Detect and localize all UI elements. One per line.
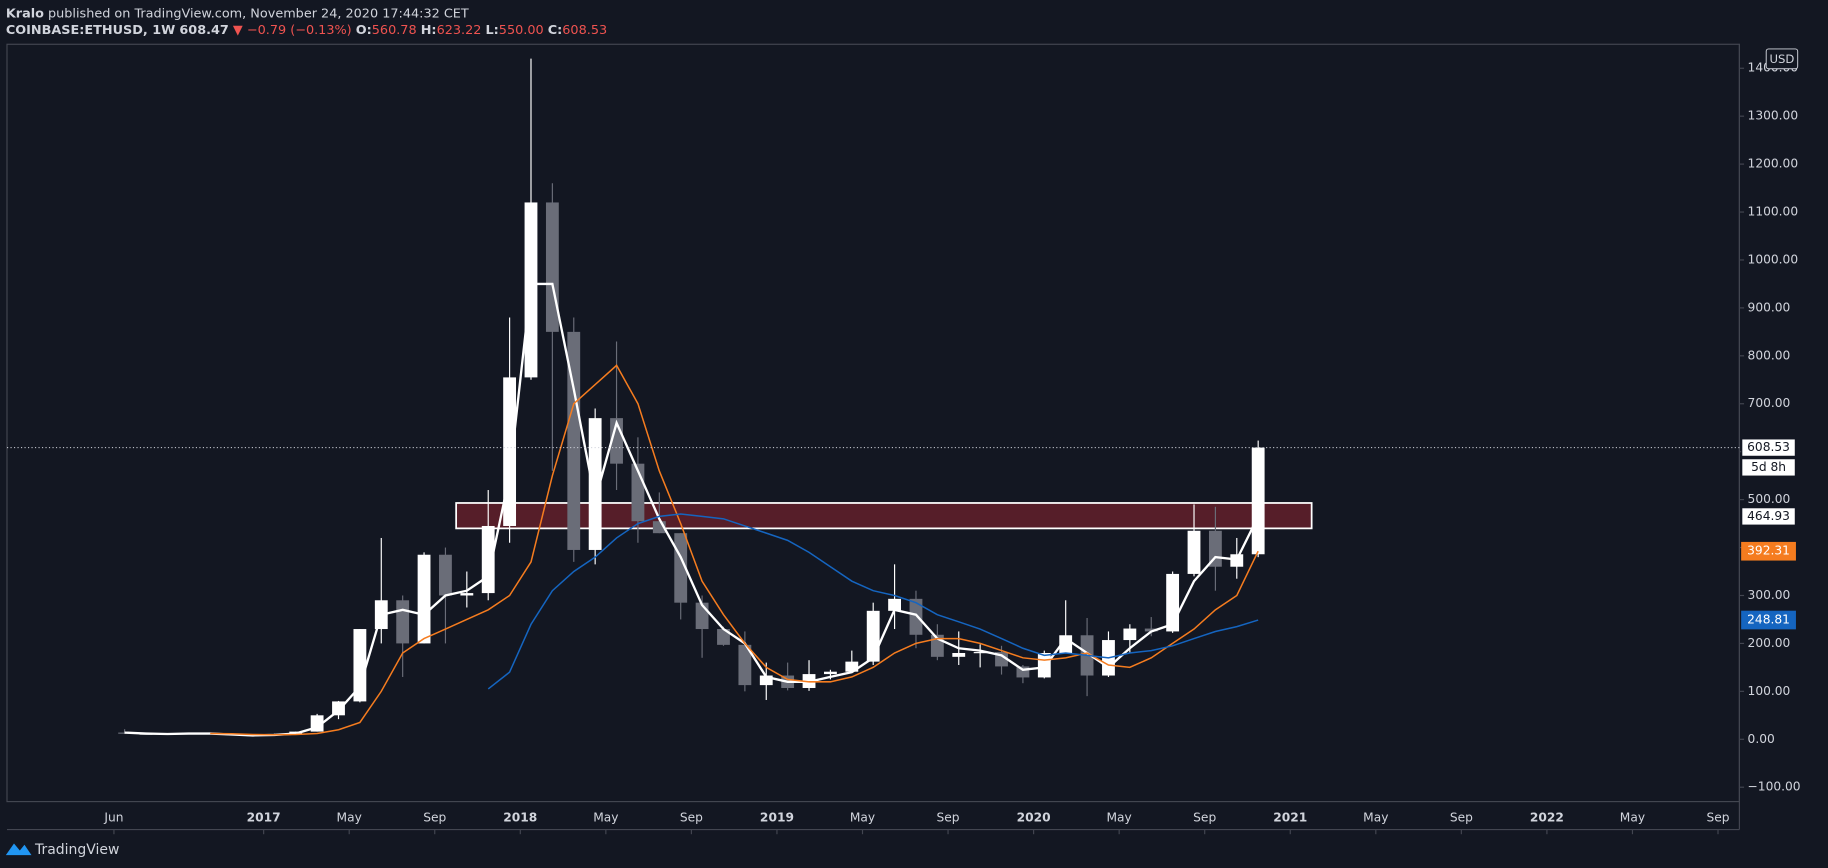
price-tag-bg <box>1741 438 1796 457</box>
x-tick-label: May <box>1620 810 1645 824</box>
y-tick-label: 800.00 <box>1748 348 1791 362</box>
logo <box>5 843 32 856</box>
x-tick-label: Jun <box>103 810 123 824</box>
ohlc-label: C: <box>548 23 563 38</box>
candle-body <box>845 661 859 672</box>
y-tick-label: −100.00 <box>1748 780 1801 794</box>
x-tick-label: 2022 <box>1530 810 1564 824</box>
candle-body <box>888 598 902 611</box>
x-tick-label: 2017 <box>247 810 281 824</box>
candle-body <box>952 653 966 657</box>
ohlc-value: 550.00 <box>499 23 544 38</box>
candle-body <box>824 671 837 675</box>
x-tick-label: May <box>337 810 362 824</box>
ma-tag: 248.81 <box>1747 613 1790 627</box>
candle-body <box>588 418 602 550</box>
y-tick-label: 700.00 <box>1748 396 1791 410</box>
candle-body <box>439 554 452 596</box>
candle-body <box>1187 530 1201 574</box>
x-tick-label: May <box>1107 810 1132 824</box>
ma-tag-bg <box>1741 541 1796 561</box>
candle-body <box>460 593 474 596</box>
symbol-line: COINBASE:ETHUSD, 1W 608.47 ▼ −0.79 (−0.1… <box>6 23 607 38</box>
candle-body <box>503 377 517 526</box>
candle-body <box>1144 628 1158 632</box>
y-tick-label: 1300.00 <box>1748 109 1799 123</box>
candle-body <box>652 521 666 534</box>
candle-body <box>545 202 559 332</box>
ohlc-value: 608.53 <box>562 23 607 38</box>
candle-body <box>481 525 495 594</box>
x-tick-label: Sep <box>1193 810 1216 824</box>
ohlc-label: H: <box>421 23 437 38</box>
candle-body <box>353 629 367 702</box>
x-tick-label: May <box>850 810 875 824</box>
currency-button[interactable] <box>1765 48 1799 70</box>
last-price: 608.47 <box>179 23 228 38</box>
ohlc-label: O: <box>356 23 372 38</box>
candle-body <box>1016 666 1030 678</box>
ma-line <box>124 282 1260 737</box>
ohlc-value: 623.22 <box>437 23 482 38</box>
ma-tag: 464.93 <box>1747 509 1790 523</box>
price-tag: 608.53 <box>1747 440 1790 454</box>
symbol: COINBASE:ETHUSD, 1W <box>6 23 175 38</box>
candle-body <box>738 644 752 686</box>
countdown-bg <box>1741 458 1796 477</box>
candle-body <box>1037 653 1051 678</box>
currency[interactable]: USD <box>1770 52 1795 66</box>
y-tick-label: 300.00 <box>1748 588 1791 602</box>
x-tick-label: 2020 <box>1017 810 1051 824</box>
ohlc-value: 560.78 <box>372 23 417 38</box>
candle-body <box>1251 447 1265 555</box>
candle-body <box>417 554 431 644</box>
candle-body <box>909 598 923 635</box>
x-tick-label: 2021 <box>1273 810 1307 824</box>
y-tick-label: 200.00 <box>1748 636 1791 650</box>
y-tick-label: 1100.00 <box>1748 205 1799 219</box>
candle-body <box>717 629 730 645</box>
axes: −100.000.00100.00200.00300.00400.00500.0… <box>103 61 1801 835</box>
candle-body <box>973 652 987 654</box>
ma-line <box>487 513 1259 690</box>
x-tick-label: Sep <box>423 810 446 824</box>
x-tick-label: May <box>1363 810 1388 824</box>
ohlc-label: L: <box>486 23 499 38</box>
author: Kralo <box>6 6 44 21</box>
change: ▼ −0.79 (−0.13%) <box>233 23 352 38</box>
header-line: Kralo published on TradingView.com, Nove… <box>6 6 469 21</box>
y-tick-label: 500.00 <box>1748 492 1791 506</box>
candle-body <box>396 600 410 644</box>
x-tick-label: 2019 <box>760 810 794 824</box>
y-tick-label: 100.00 <box>1748 684 1791 698</box>
candle-body <box>1123 628 1137 641</box>
candle-body <box>866 610 880 662</box>
x-tick-label: Sep <box>1706 810 1729 824</box>
published: published on TradingView.com, November 2… <box>48 6 469 21</box>
ma-tag-bg <box>1741 507 1796 526</box>
y-tick-label: 900.00 <box>1748 300 1791 314</box>
ma-tag-bg <box>1741 610 1796 630</box>
ma-tag: 392.31 <box>1747 544 1790 558</box>
x-tick-label: Sep <box>680 810 703 824</box>
x-tick-label: Sep <box>937 810 960 824</box>
plot <box>6 58 1740 737</box>
y-tick-label: 1200.00 <box>1748 157 1799 171</box>
candle-body <box>759 675 773 686</box>
zone <box>455 502 1313 530</box>
brand-logo: TradingView <box>5 842 119 858</box>
x-tick-label: Sep <box>1450 810 1473 824</box>
candle-body <box>567 331 581 550</box>
x-tick-label: 2018 <box>503 810 537 824</box>
brand: TradingView <box>34 842 119 858</box>
x-tick-label: May <box>593 810 618 824</box>
y-tick-label: 0.00 <box>1748 732 1775 746</box>
y-tick-label: 1000.00 <box>1748 252 1799 266</box>
ma-line <box>210 364 1259 736</box>
countdown: 5d 8h <box>1751 460 1786 474</box>
